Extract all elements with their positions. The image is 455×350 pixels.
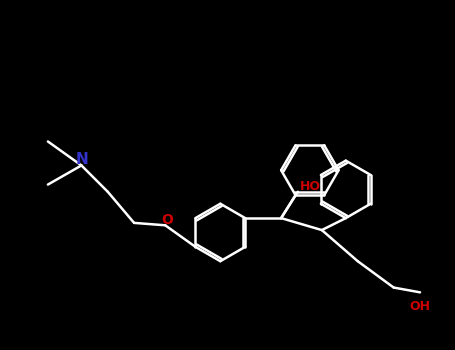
Text: N: N [76,152,89,167]
Text: OH: OH [410,300,430,313]
Text: HO: HO [300,181,321,194]
Text: O: O [161,212,173,226]
